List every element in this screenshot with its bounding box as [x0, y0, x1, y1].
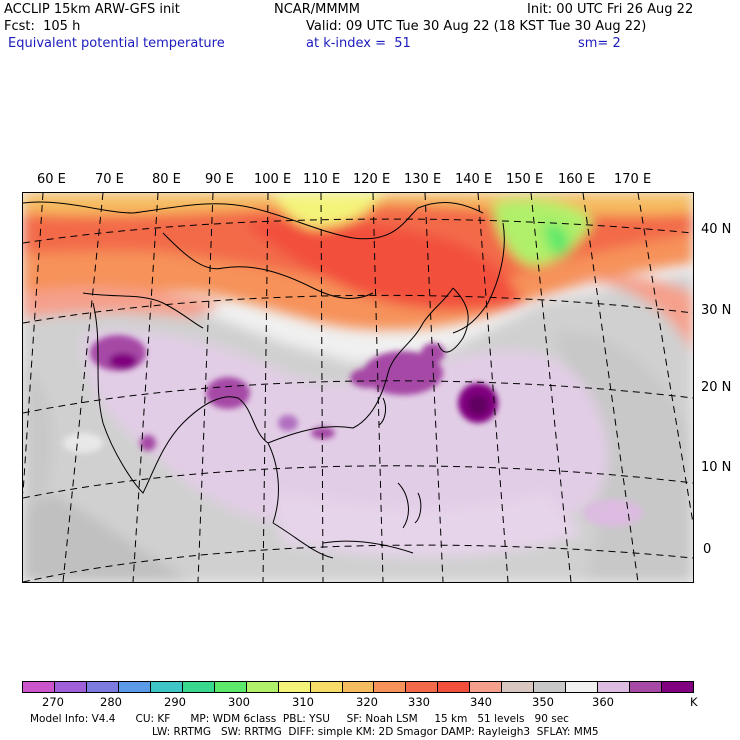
colorbar-swatch: [118, 682, 151, 692]
colorbar-tick: 280: [100, 695, 122, 709]
lat-label: 40 N: [701, 222, 732, 237]
lon-label: 90 E: [205, 172, 234, 187]
colorbar-swatch: [502, 682, 535, 692]
colorbar-swatch: [54, 682, 87, 692]
lon-label: 60 E: [37, 172, 66, 187]
colorbar-swatch: [23, 682, 55, 692]
theta-e-map: [22, 192, 694, 583]
model-title: ACCLIP 15km ARW-GFS init: [4, 2, 180, 17]
level-label: at k-index = 51: [306, 36, 411, 51]
colorbar-swatch: [342, 682, 375, 692]
lon-label: 140 E: [455, 172, 493, 187]
colorbar: [22, 681, 694, 693]
colorbar-swatch: [566, 682, 599, 692]
colorbar-swatch: [310, 682, 343, 692]
lon-label: 70 E: [95, 172, 124, 187]
colorbar-tick: 310: [292, 695, 314, 709]
colorbar-tick: 300: [228, 695, 250, 709]
colorbar-swatch: [246, 682, 279, 692]
lon-label: 160 E: [558, 172, 596, 187]
footer-model-info: Model Info: V4.4 CU: KF MP: WDM 6class P…: [30, 713, 569, 725]
lat-label: 10 N: [701, 460, 732, 475]
lon-label: 150 E: [506, 172, 544, 187]
colorbar-tick: 330: [408, 695, 430, 709]
colorbar-swatch: [438, 682, 471, 692]
lon-label: 170 E: [614, 172, 652, 187]
colorbar-tick: 270: [42, 695, 64, 709]
lon-label: 100 E: [254, 172, 292, 187]
center-name: NCAR/MMMM: [274, 2, 360, 17]
colorbar-tick: 360: [592, 695, 614, 709]
colorbar-swatch: [374, 682, 407, 692]
purple-cells: [63, 335, 643, 527]
colorbar-tick: 290: [164, 695, 186, 709]
colorbar-tick: 340: [470, 695, 492, 709]
field-name: Equivalent potential temperature: [8, 36, 225, 51]
colorbar-swatch: [406, 682, 439, 692]
colorbar-swatch: [278, 682, 311, 692]
lon-label: 120 E: [353, 172, 391, 187]
colorbar-swatch: [150, 682, 183, 692]
map-canvas: [23, 193, 693, 582]
lat-label: 0: [703, 542, 712, 557]
lon-label: 80 E: [152, 172, 181, 187]
lon-label: 110 E: [303, 172, 341, 187]
lat-label: 30 N: [701, 303, 732, 318]
colorbar-swatch: [662, 682, 694, 692]
colorbar-swatch: [182, 682, 215, 692]
colorbar-tick: 350: [532, 695, 554, 709]
field-shading: [23, 193, 693, 582]
colorbar-swatch: [470, 682, 503, 692]
colorbar-swatch: [630, 682, 663, 692]
colorbar-swatch: [214, 682, 247, 692]
colorbar-swatch: [598, 682, 631, 692]
colorbar-unit: K: [690, 695, 698, 709]
lon-label: 130 E: [404, 172, 442, 187]
forecast-hour: Fcst: 105 h: [4, 19, 81, 34]
colorbar-swatch: [534, 682, 567, 692]
init-time: Init: 00 UTC Fri 26 Aug 22: [527, 2, 694, 17]
graticule: [23, 193, 693, 582]
valid-time: Valid: 09 UTC Tue 30 Aug 22 (18 KST Tue …: [306, 19, 647, 34]
colorbar-tick: 320: [356, 695, 378, 709]
lat-label: 20 N: [701, 380, 732, 395]
coastlines: [23, 201, 505, 559]
colorbar-swatch: [86, 682, 119, 692]
footer-physics-info: LW: RRTMG SW: RRTMG DIFF: simple KM: 2D …: [152, 726, 599, 738]
smoothing-label: sm= 2: [578, 36, 621, 51]
